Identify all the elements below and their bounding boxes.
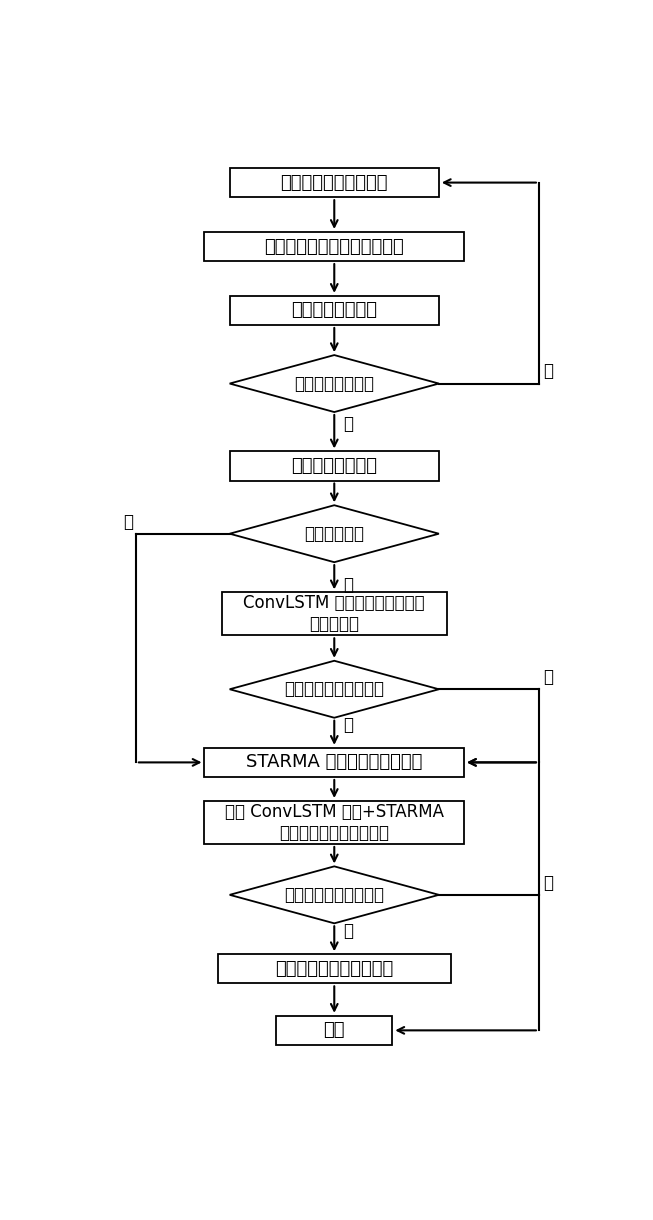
Text: 构建 ConvLSTM 模型+STARMA
模型混合模型并进行拟合: 构建 ConvLSTM 模型+STARMA 模型混合模型并进行拟合	[225, 803, 444, 842]
Text: 是: 是	[343, 415, 353, 433]
Text: 时空数据序列异常探查与排除: 时空数据序列异常探查与排除	[264, 238, 404, 255]
FancyBboxPatch shape	[230, 451, 439, 481]
Text: 电子含量时空数据序列: 电子含量时空数据序列	[281, 173, 388, 192]
Polygon shape	[230, 505, 439, 562]
Text: 是: 是	[343, 716, 353, 734]
FancyBboxPatch shape	[230, 295, 439, 325]
Polygon shape	[230, 355, 439, 412]
Text: 否: 否	[543, 669, 552, 686]
FancyBboxPatch shape	[222, 592, 447, 636]
Text: 模型残差是否随机误差: 模型残差是否随机误差	[284, 886, 384, 904]
Text: 是: 是	[123, 512, 133, 531]
FancyBboxPatch shape	[204, 748, 464, 777]
FancyBboxPatch shape	[218, 954, 451, 983]
Text: 否: 否	[343, 576, 353, 594]
Text: STARMA 模型对剩余数据建模: STARMA 模型对剩余数据建模	[246, 754, 422, 771]
Text: 数据空间特性分析: 数据空间特性分析	[291, 301, 377, 320]
Polygon shape	[230, 866, 439, 924]
Text: 剩余数据是否空间相关: 剩余数据是否空间相关	[284, 681, 384, 698]
Text: ConvLSTM 神经网络获取非线性
确定性趋势: ConvLSTM 神经网络获取非线性 确定性趋势	[244, 594, 425, 633]
Polygon shape	[230, 661, 439, 717]
Text: 否: 否	[543, 362, 552, 381]
FancyBboxPatch shape	[204, 232, 464, 261]
Text: 模型预测及预测结果评估: 模型预测及预测结果评估	[275, 960, 393, 977]
Text: 数据是否平稳: 数据是否平稳	[304, 525, 364, 543]
Text: 否: 否	[543, 874, 552, 892]
FancyBboxPatch shape	[230, 168, 439, 198]
FancyBboxPatch shape	[204, 800, 464, 844]
Text: 结束: 结束	[323, 1021, 345, 1039]
Text: 数据是否空间相关: 数据是否空间相关	[295, 375, 374, 393]
Text: 数据时间特性分析: 数据时间特性分析	[291, 458, 377, 475]
Text: 是: 是	[343, 922, 353, 941]
FancyBboxPatch shape	[276, 1016, 392, 1046]
